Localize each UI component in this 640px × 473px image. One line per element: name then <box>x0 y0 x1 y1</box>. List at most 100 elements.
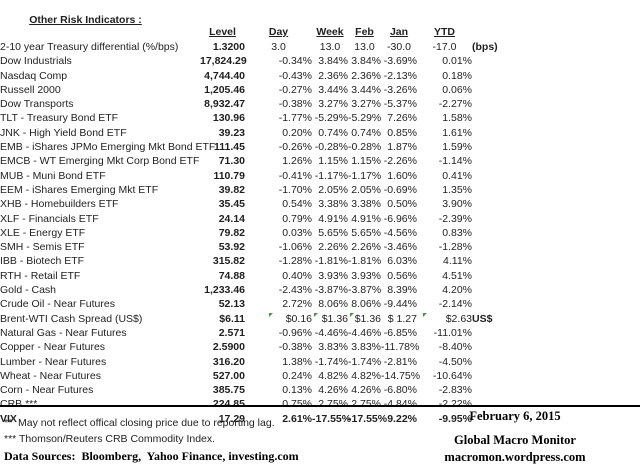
risk-table-body: 2-10 year Treasury differential (%/bps) 1… <box>0 40 640 426</box>
ytd-value-text: -17.0 <box>432 41 457 53</box>
unit-suffix <box>472 383 640 397</box>
day-value-text: -1.28% <box>278 255 312 268</box>
footnote-reporting-lag: ** May not reflect offical closing price… <box>4 417 275 429</box>
jan-value: -6.80% <box>381 383 417 397</box>
row-label: CRB *** <box>0 397 200 411</box>
jan-value: 1.87% <box>381 140 417 154</box>
ytd-value-text: -10.64% <box>432 369 472 382</box>
day-value-text: -2.43% <box>278 284 312 297</box>
feb-value: 3.44% <box>348 83 381 97</box>
row-label: SMH - Semis ETF <box>0 240 200 254</box>
week-value: 5.65% <box>312 226 348 240</box>
jan-value: -11.78% <box>381 340 419 354</box>
row-label-text: Dow Transports <box>0 98 74 111</box>
column-header-label: Week <box>316 26 344 38</box>
week-value-text: 2.36% <box>318 69 348 82</box>
week-value: 8.06% <box>312 297 348 311</box>
table-row: Brent-WTI Cash Spread (US$) $6.11 $0.16 $1.… <box>0 312 640 326</box>
feb-value-text: -3.87% <box>348 284 382 297</box>
level-value-text: 2.571 <box>218 326 245 339</box>
row-label: Dow Industrials <box>0 54 200 68</box>
row-label: EMB - iShares JPMo Emerging Mkt Bond ETF <box>0 140 215 154</box>
ytd-value: 3.90% <box>417 197 472 211</box>
level-value: 79.82 <box>200 226 245 240</box>
row-label-text: VIX <box>0 412 17 425</box>
level-value-text: 130.96 <box>212 112 245 125</box>
week-value-text: 3.44% <box>318 83 348 96</box>
unit-suffix: US$ <box>472 312 640 326</box>
feb-value-text: -1.17% <box>348 169 382 182</box>
ytd-value-text: -2.22% <box>439 398 472 410</box>
footnotes: ** May not reflect offical closing price… <box>4 416 299 464</box>
table-row: Dow Industrials 17,824.29 -0.34% 3.84% 3.84%… <box>0 54 640 68</box>
ytd-value: -4.50% <box>417 355 472 369</box>
column-header-jan: Jan <box>381 2 417 40</box>
column-header-level: Level <box>200 2 245 40</box>
table-row: EMCB - WT Emerging Mkt Corp Bond ETF 71.3… <box>0 154 640 168</box>
feb-value: 1.15% <box>348 154 381 168</box>
feb-value: -4.46% <box>348 326 381 340</box>
feb-value-text: -0.28% <box>348 141 382 154</box>
ytd-value-text: -2.27% <box>438 98 472 111</box>
unit-suffix <box>472 126 640 140</box>
feb-value: 3.27% <box>348 97 381 111</box>
feb-value-text: 3.44% <box>351 83 381 96</box>
week-value: -1.81% <box>312 254 348 268</box>
day-value-text: 0.75% <box>282 398 312 410</box>
level-value-text: $6.11 <box>219 312 245 325</box>
feb-value: 8.06% <box>348 297 381 311</box>
jan-value: -6.96% <box>381 212 417 226</box>
week-value-text: 3.84% <box>318 55 348 68</box>
day-value-text: -0.41% <box>278 169 312 182</box>
row-label: VIX <box>0 412 200 426</box>
feb-value-text: 13.0 <box>354 41 375 53</box>
table-row: XLF - Financials ETF 24.14 0.79% 4.91% 4.91%… <box>0 212 640 226</box>
table-row: Lumber - Near Futures 316.20 1.38% -1.74% -1… <box>0 355 640 369</box>
level-value: $6.11 <box>200 312 245 326</box>
day-value: 2.61% <box>245 412 312 426</box>
day-value: 0.40% <box>245 269 312 283</box>
jan-value: 0.50% <box>381 197 417 211</box>
feb-value: 13.0 <box>348 40 381 54</box>
week-value: 2.36% <box>312 69 348 83</box>
day-value: -1.06% <box>245 240 312 254</box>
day-value-text: -0.43% <box>278 69 312 82</box>
ytd-value: 4.11% <box>417 254 472 268</box>
unit-suffix <box>472 240 640 254</box>
day-value: 0.75% <box>245 397 312 411</box>
feb-value-text: -1.74% <box>348 355 382 368</box>
jan-value-text: -3.46% <box>383 241 417 254</box>
day-value: $0.16 <box>245 312 312 326</box>
feb-value: 3.83% <box>348 340 381 354</box>
ytd-value-text: 0.06% <box>442 83 472 96</box>
jan-value: 8.39% <box>381 283 417 297</box>
ytd-value-text: -1.14% <box>438 155 472 168</box>
week-value: 2.05% <box>312 183 348 197</box>
row-label-text: Lumber - Near Futures <box>0 355 107 368</box>
jan-value-text: -9.44% <box>383 298 417 311</box>
jan-value: -2.26% <box>381 154 417 168</box>
day-value-text: -0.26% <box>278 141 312 154</box>
feb-value-text: 4.82% <box>351 369 381 382</box>
row-label: Natural Gas - Near Futures <box>0 326 200 340</box>
feb-value: 4.91% <box>348 212 381 226</box>
feb-value: 4.26% <box>348 383 381 397</box>
day-value: -0.26% <box>245 140 312 154</box>
ytd-value: 0.18% <box>417 69 472 83</box>
ytd-value-text: 0.18% <box>442 69 472 82</box>
jan-value-text: -2.13% <box>383 69 417 82</box>
unit-suffix <box>472 83 640 97</box>
row-label: EMCB - WT Emerging Mkt Corp Bond ETF <box>0 154 200 168</box>
publication-url[interactable]: macromon.wordpress.com <box>444 450 586 464</box>
ytd-value: 1.61% <box>417 126 472 140</box>
ytd-value: -11.01% <box>417 326 472 340</box>
feb-value-text: 4.91% <box>351 212 381 225</box>
row-label: Wheat - Near Futures <box>0 369 200 383</box>
row-label: Gold - Cash <box>0 283 200 297</box>
day-value-text: -1.70% <box>278 183 312 196</box>
row-label: Lumber - Near Futures <box>0 355 200 369</box>
level-value: 1,233.46 <box>200 283 245 297</box>
feb-value: -1.81% <box>348 254 381 268</box>
row-label-text: Brent-WTI Cash Spread (US$) <box>0 312 143 325</box>
level-value: 130.96 <box>200 111 245 125</box>
